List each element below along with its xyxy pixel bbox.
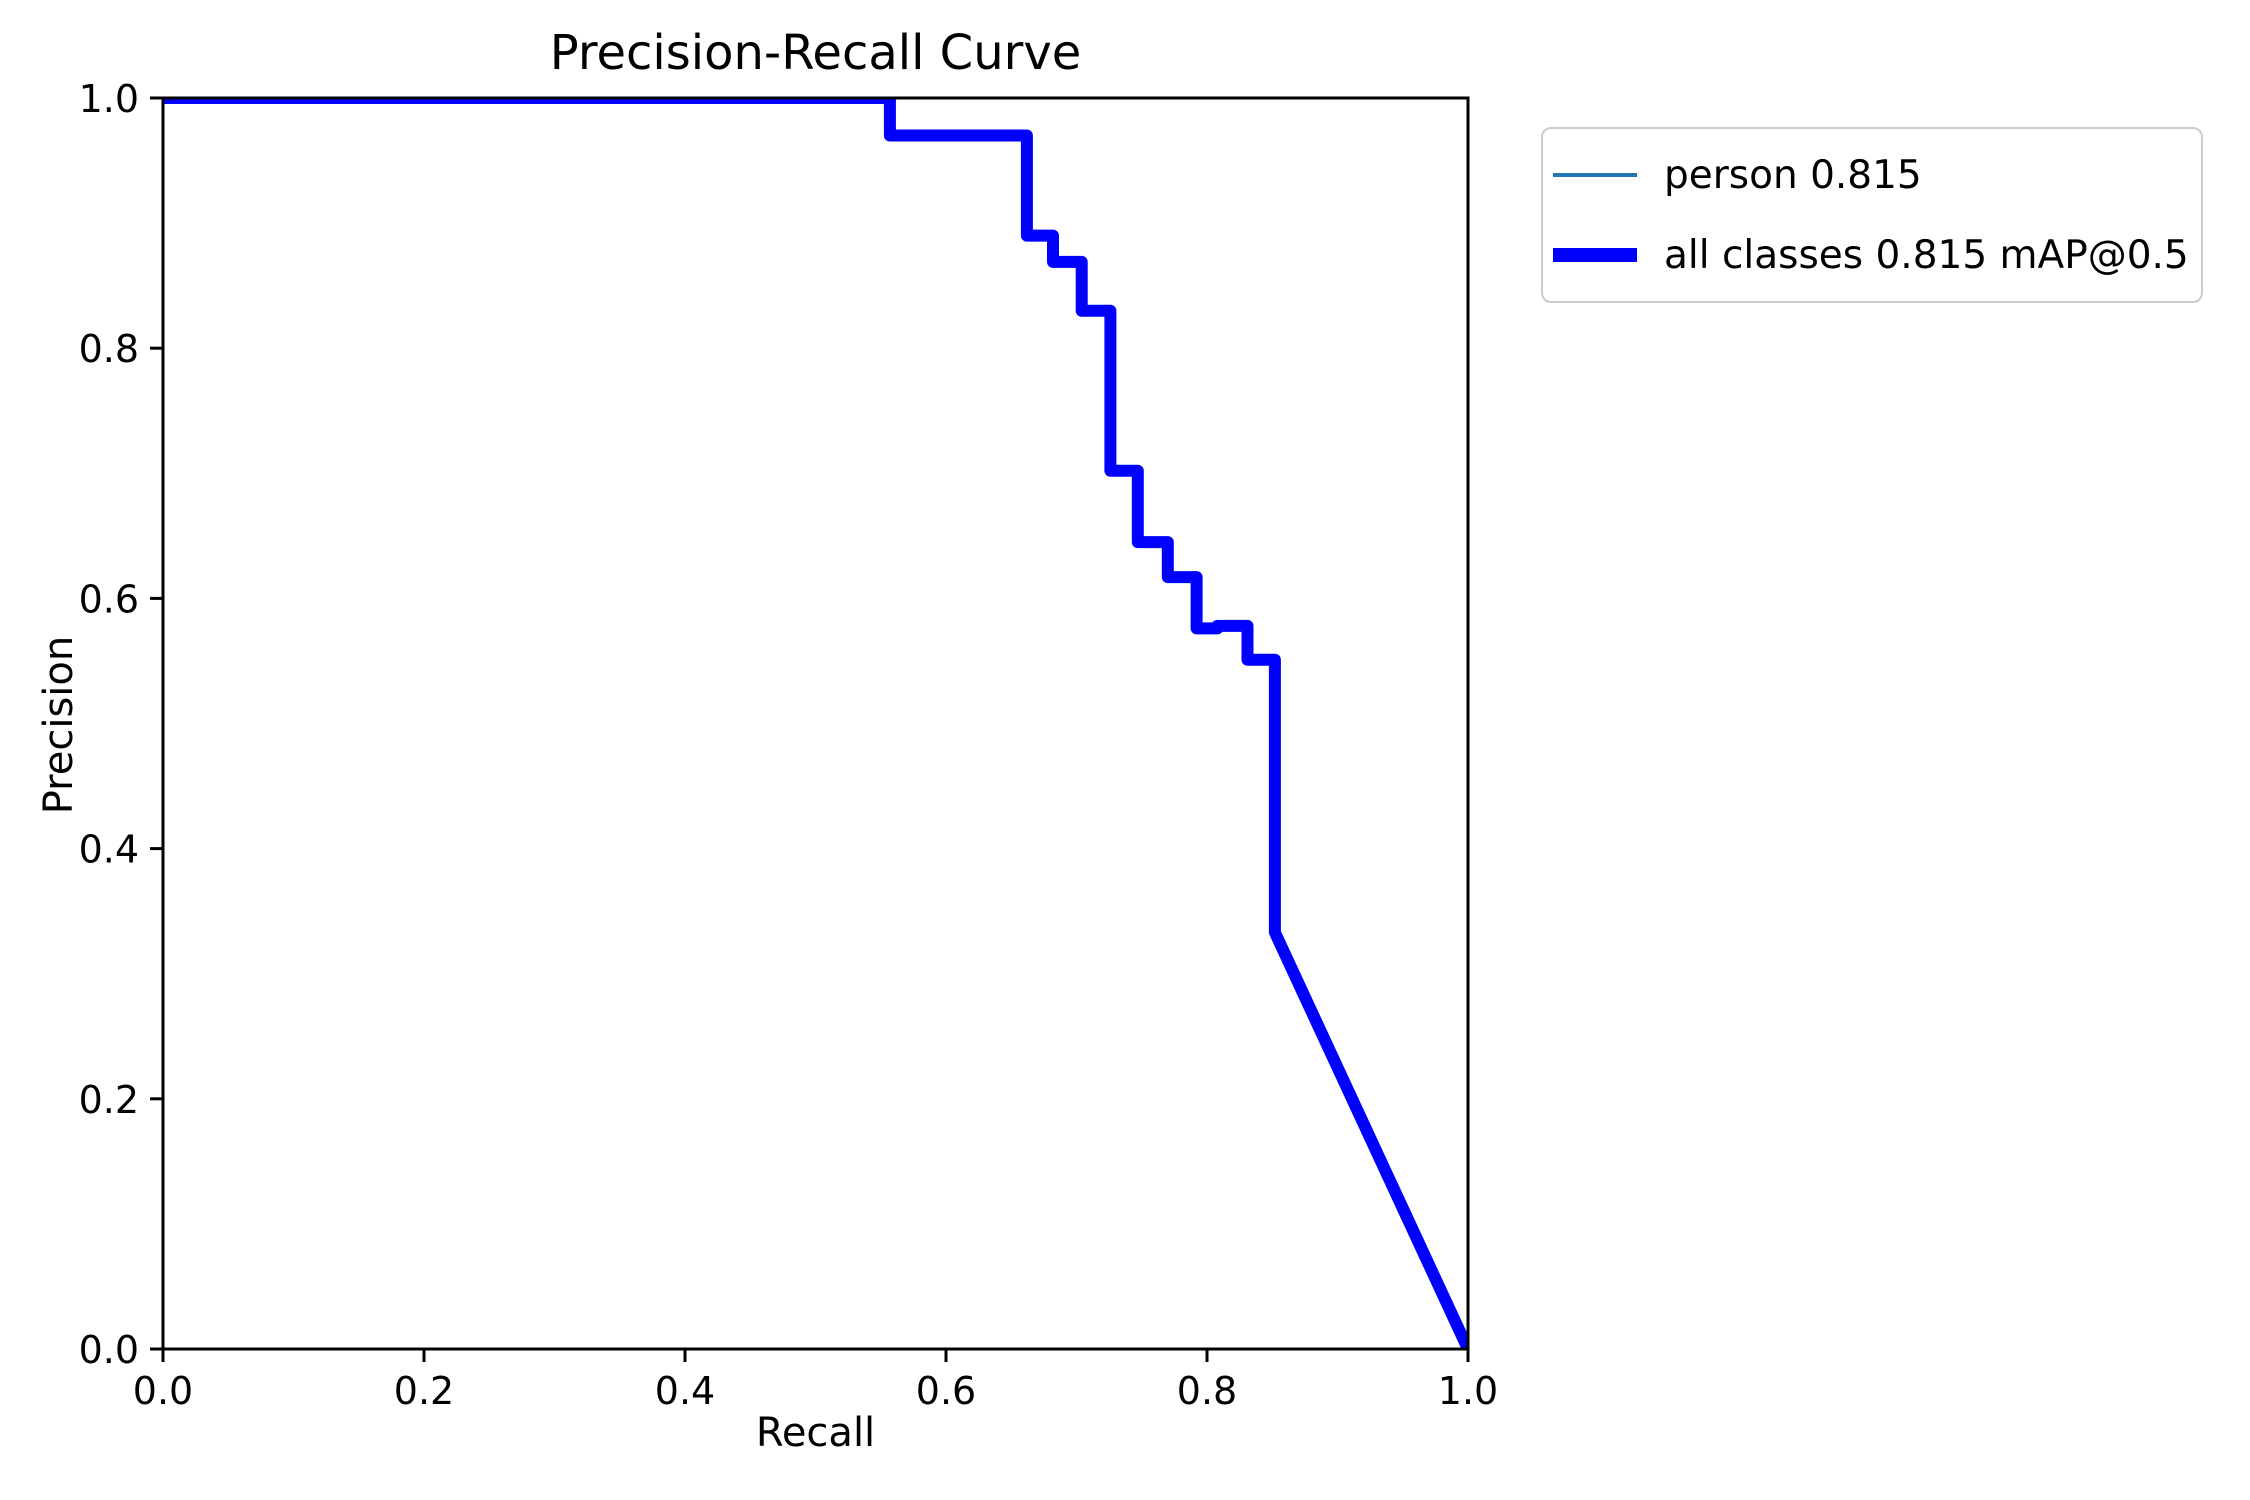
y-tick-label: 0.0 — [79, 1328, 139, 1372]
x-tick-label: 0.6 — [916, 1369, 976, 1413]
x-tick-label: 0.2 — [394, 1369, 454, 1413]
legend-label-person: person 0.815 — [1664, 152, 1922, 198]
legend-item-all-classes: all classes 0.815 mAP@0.5 — [1553, 227, 2201, 283]
y-axis-label: Precision — [36, 635, 82, 815]
legend-item-person: person 0.815 — [1553, 147, 2201, 203]
x-tick-label: 0.4 — [655, 1369, 715, 1413]
legend-label-all-classes: all classes 0.815 mAP@0.5 — [1664, 232, 2189, 278]
y-tick-label: 0.4 — [79, 828, 139, 872]
y-tick-label: 1.0 — [79, 77, 139, 121]
legend-line-all-classes-icon — [1553, 248, 1637, 262]
axes-spines — [161, 96, 1470, 1351]
y-tick-label: 0.8 — [79, 327, 139, 371]
y-tick-label: 0.6 — [79, 577, 139, 621]
legend: person 0.815 all classes 0.815 mAP@0.5 — [1541, 127, 2203, 303]
chart-title: Precision-Recall Curve — [549, 25, 1082, 81]
x-axis-label: Recall — [755, 1410, 876, 1456]
x-tick-label: 0.8 — [1177, 1369, 1237, 1413]
curve-all-classes — [163, 98, 1468, 1349]
x-tick-label: 0.0 — [133, 1369, 193, 1413]
legend-line-person-icon — [1553, 173, 1637, 177]
x-tick-label: 1.0 — [1438, 1369, 1498, 1413]
y-tick-label: 0.2 — [79, 1078, 139, 1122]
